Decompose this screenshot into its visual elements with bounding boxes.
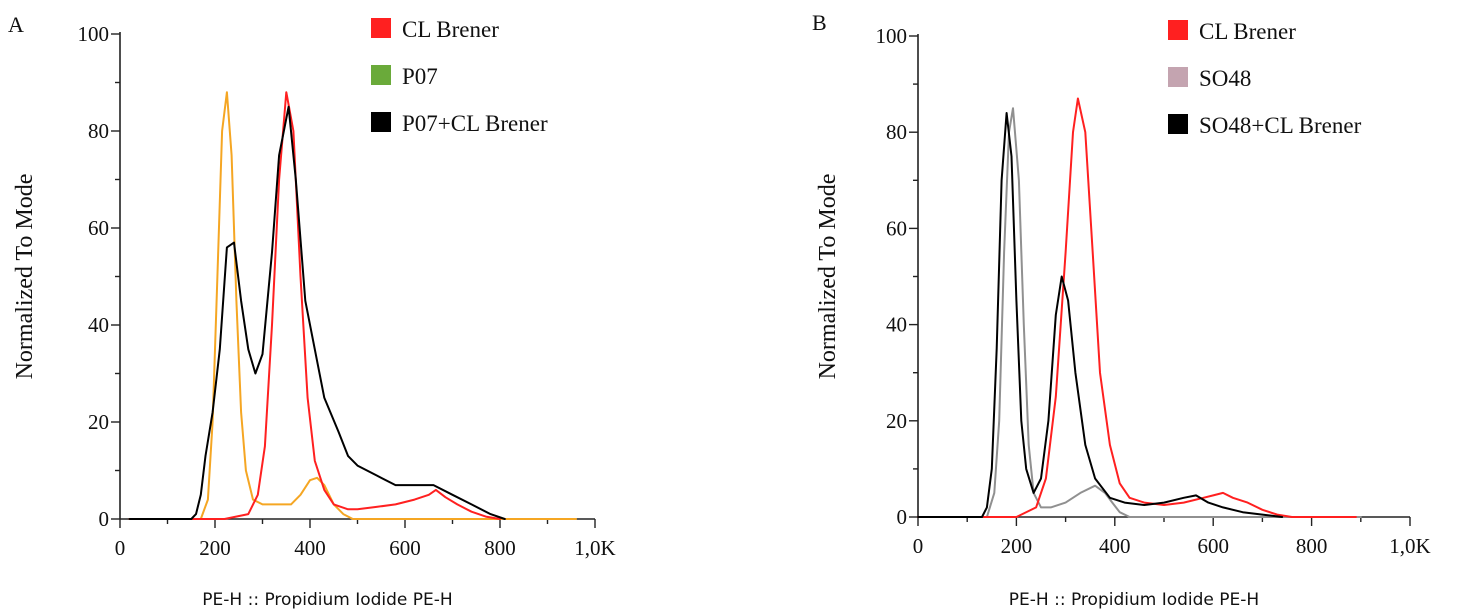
y-tick-label: 0 [897, 505, 908, 529]
y-tick-label: 80 [886, 120, 907, 144]
x-axis-title: PE-H :: Propidium Iodide PE-H [202, 590, 452, 610]
x-tick-label: 400 [294, 536, 326, 560]
y-tick-label: 0 [99, 507, 110, 531]
legend-label: CL Brener [1199, 19, 1296, 44]
x-tick-label: 0 [115, 536, 126, 560]
y-tick-label: 20 [886, 409, 907, 433]
x-tick-label: 400 [1099, 534, 1131, 558]
y-tick-label: 40 [886, 313, 907, 337]
series-line-0 [128, 91, 577, 520]
chart-panel-a: A 0 20 40 60 80 100 0 200 400 600 800 1,0K Normalized… [8, 12, 616, 610]
y-tick-label: 60 [88, 216, 109, 240]
panel-label: B [812, 10, 827, 35]
y-tick-label: 20 [88, 410, 109, 434]
y-tick-label: 40 [88, 313, 109, 337]
legend-label: SO48+CL Brener [1199, 113, 1362, 138]
y-axis-title: Normalized To Mode [12, 174, 38, 380]
series-line-1 [128, 91, 501, 520]
legend-label: P07+CL Brener [402, 111, 548, 136]
y-tick-label: 60 [886, 216, 907, 240]
x-tick-label: 1,0K [574, 536, 615, 560]
x-tick-label: 1,0K [1389, 534, 1430, 558]
y-tick-label: 100 [876, 24, 908, 48]
legend-label: SO48 [1199, 66, 1251, 91]
panel-label: A [8, 12, 24, 37]
x-axis-title: PE-H :: Propidium Iodide PE-H [1009, 590, 1259, 610]
y-tick-label: 80 [88, 119, 109, 143]
legend-swatch [1168, 114, 1188, 134]
x-tick-label: 200 [199, 536, 231, 560]
x-tick-label: 600 [1197, 534, 1229, 558]
x-tick-label: 800 [1296, 534, 1328, 558]
legend-label: P07 [402, 64, 438, 89]
legend-swatch [1168, 20, 1188, 40]
legend-swatch [371, 112, 391, 132]
series-line-2 [917, 112, 1284, 518]
y-axis-title: Normalized To Mode [815, 174, 841, 380]
x-tick-label: 600 [389, 536, 421, 560]
legend-swatch [371, 18, 391, 38]
chart-panel-b: B 0 20 40 60 80 100 0 200 400 600 800 1,0K Normalized… [812, 10, 1431, 610]
series-line-2 [128, 105, 506, 520]
legend-swatch [1168, 67, 1188, 87]
x-tick-label: 200 [1001, 534, 1033, 558]
y-tick-label: 100 [78, 22, 110, 46]
x-tick-label: 0 [913, 534, 924, 558]
series-line-0 [917, 107, 1362, 518]
legend-swatch [371, 65, 391, 85]
legend-label: CL Brener [402, 17, 499, 42]
series-line-1 [917, 97, 1357, 518]
x-tick-label: 800 [484, 536, 516, 560]
